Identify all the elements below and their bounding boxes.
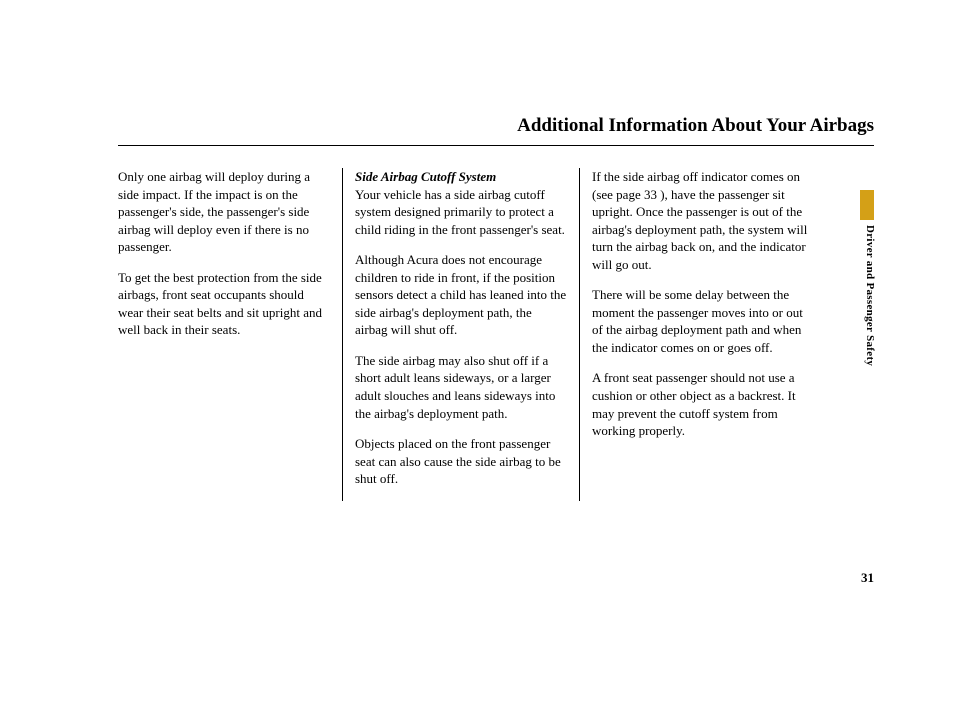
body-text: Your vehicle has a side airbag cutoff sy… [355, 187, 565, 237]
content-columns: Only one airbag will deploy during a sid… [118, 168, 874, 501]
body-paragraph: Although Acura does not encourage childr… [355, 251, 567, 339]
section-heading: Side Airbag Cutoff System [355, 169, 496, 184]
section-label: Driver and Passenger Safety [864, 225, 876, 366]
document-page: Additional Information About Your Airbag… [0, 0, 954, 501]
body-paragraph: There will be some delay between the mom… [592, 286, 808, 356]
page-number: 31 [861, 570, 874, 586]
page-title: Additional Information About Your Airbag… [118, 115, 874, 137]
body-paragraph: Side Airbag Cutoff System Your vehicle h… [355, 168, 567, 238]
body-paragraph: If the side airbag off indicator comes o… [592, 168, 808, 273]
body-paragraph: A front seat passenger should not use a … [592, 369, 808, 439]
body-paragraph: To get the best protection from the side… [118, 269, 330, 339]
column-2: Side Airbag Cutoff System Your vehicle h… [342, 168, 579, 501]
body-paragraph: The side airbag may also shut off if a s… [355, 352, 567, 422]
column-3: If the side airbag off indicator comes o… [579, 168, 808, 501]
title-rule [118, 145, 874, 146]
column-1: Only one airbag will deploy during a sid… [118, 168, 342, 501]
section-tab [860, 190, 874, 220]
body-paragraph: Objects placed on the front passenger se… [355, 435, 567, 488]
body-paragraph: Only one airbag will deploy during a sid… [118, 168, 330, 256]
